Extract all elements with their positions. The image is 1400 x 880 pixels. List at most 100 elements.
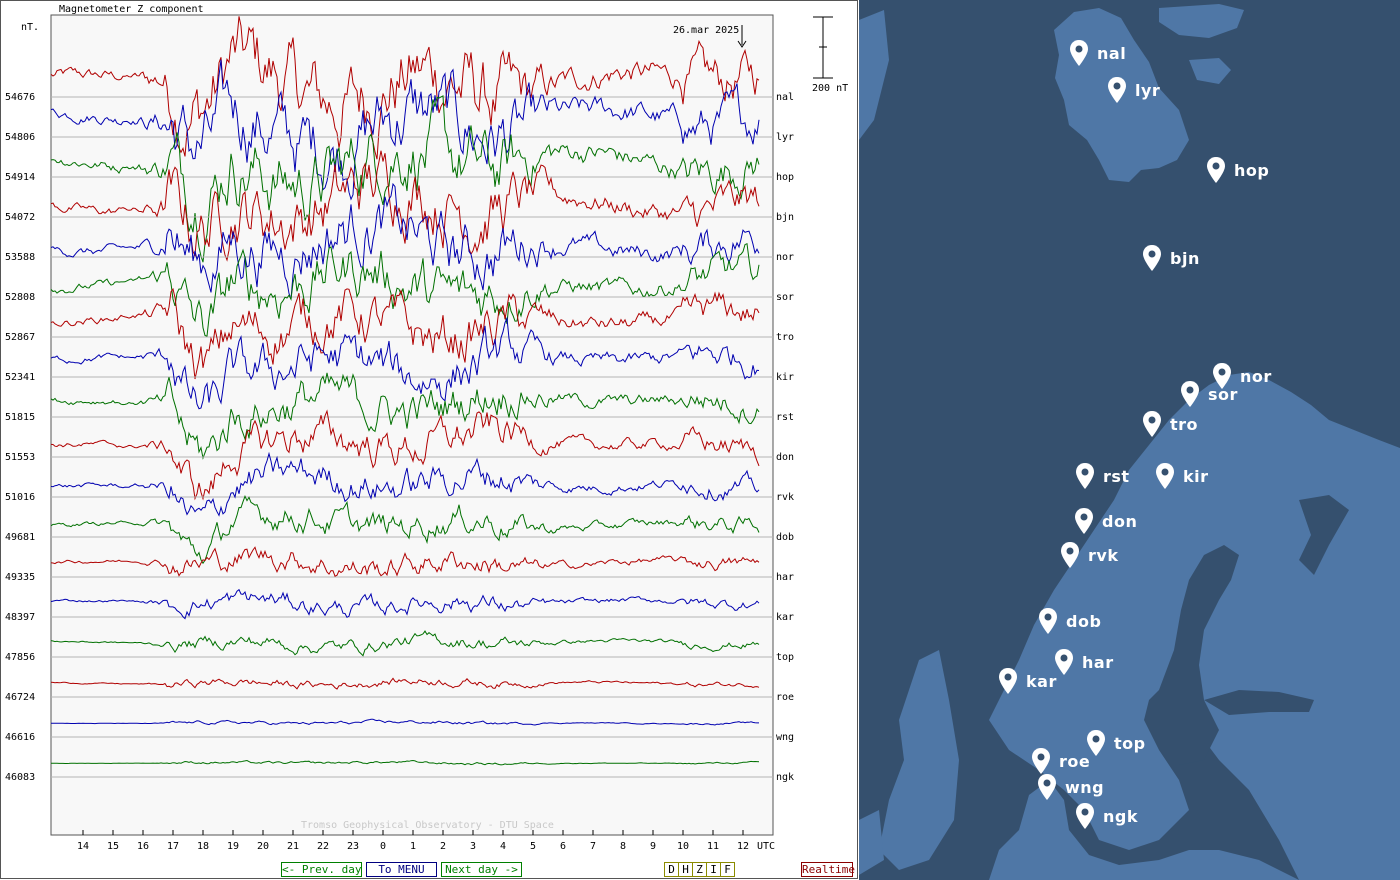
component-i-link[interactable]: I xyxy=(707,863,721,876)
station-map: nal lyr hop bjn nor sor tro rst kir don rvk dob har k… xyxy=(859,0,1400,880)
component-f-link[interactable]: F xyxy=(724,863,731,876)
x-tick-label: 2 xyxy=(440,841,446,852)
map-pin-icon xyxy=(1039,608,1057,634)
component-selector: D H Z I F xyxy=(664,862,735,877)
plot-area xyxy=(50,14,774,836)
map-pin-icon xyxy=(1156,463,1174,489)
next-day-button[interactable]: Next day -> xyxy=(441,862,522,877)
map-pin-icon xyxy=(1143,411,1161,437)
to-menu-button[interactable]: To MENU xyxy=(366,862,437,877)
map-station-wng[interactable]: wng xyxy=(1037,773,1104,801)
x-tick-label: 7 xyxy=(590,841,596,852)
x-tick-label: 20 xyxy=(257,841,269,852)
map-pin-icon xyxy=(999,668,1017,694)
baseline-value-tro: 52867 xyxy=(5,332,35,343)
x-tick-label: 10 xyxy=(677,841,689,852)
x-tick-label: 9 xyxy=(650,841,656,852)
scale-label: 200 nT xyxy=(812,83,848,94)
map-pin-icon xyxy=(1076,463,1094,489)
map-station-label: hop xyxy=(1234,161,1270,180)
station-label-rst: rst xyxy=(776,412,794,423)
baseline-value-kir: 52341 xyxy=(5,372,35,383)
map-station-tro[interactable]: tro xyxy=(1142,410,1198,438)
x-tick-label: 23 xyxy=(347,841,359,852)
map-pin-icon xyxy=(1032,748,1050,774)
baseline-value-top: 47856 xyxy=(5,652,35,663)
x-tick-label: 0 xyxy=(380,841,386,852)
station-label-nal: nal xyxy=(776,92,794,103)
baseline-value-hop: 54914 xyxy=(5,172,35,183)
trace-nal xyxy=(50,16,760,160)
map-station-rvk[interactable]: rvk xyxy=(1060,541,1118,569)
map-station-label: roe xyxy=(1059,752,1091,771)
trace-kar xyxy=(50,588,760,620)
station-label-don: don xyxy=(776,452,794,463)
station-label-kir: kir xyxy=(776,372,794,383)
trace-lyr xyxy=(50,59,760,201)
baseline-value-nal: 54676 xyxy=(5,92,35,103)
x-tick-label: 15 xyxy=(107,841,119,852)
plot-title: Magnetometer Z component xyxy=(59,4,204,15)
trace-har xyxy=(50,546,760,577)
trace-rst xyxy=(50,372,760,460)
station-label-ngk: ngk xyxy=(776,772,794,783)
map-station-roe[interactable]: roe xyxy=(1031,747,1090,775)
realtime-button[interactable]: Realtime xyxy=(801,862,855,877)
unit-label: nT. xyxy=(21,22,39,33)
x-tick-label: 22 xyxy=(317,841,329,852)
map-station-rst[interactable]: rst xyxy=(1075,462,1130,490)
map-pin-icon xyxy=(1055,649,1073,675)
station-label-har: har xyxy=(776,572,794,583)
map-station-hop[interactable]: hop xyxy=(1206,156,1269,184)
x-tick-label: 3 xyxy=(470,841,476,852)
map-station-nor[interactable]: nor xyxy=(1212,362,1272,390)
map-station-don[interactable]: don xyxy=(1074,507,1137,535)
x-tick-label: 1 xyxy=(410,841,416,852)
baseline-value-don: 51553 xyxy=(5,452,35,463)
map-station-kir[interactable]: kir xyxy=(1155,462,1209,490)
map-station-har[interactable]: har xyxy=(1054,648,1114,676)
map-station-top[interactable]: top xyxy=(1086,729,1146,757)
station-label-bjn: bjn xyxy=(776,212,794,223)
trace-hop xyxy=(50,95,760,263)
map-pin-icon xyxy=(1213,363,1231,389)
map-pin-icon xyxy=(1038,774,1056,800)
trace-dob xyxy=(50,495,760,565)
map-station-bjn[interactable]: bjn xyxy=(1142,244,1200,272)
baseline-value-ngk: 46083 xyxy=(5,772,35,783)
trace-tro xyxy=(50,287,760,380)
x-tick-label: 18 xyxy=(197,841,209,852)
trace-roe xyxy=(50,677,760,690)
baseline-value-roe: 46724 xyxy=(5,692,35,703)
map-station-dob[interactable]: dob xyxy=(1038,607,1101,635)
map-station-nal[interactable]: nal xyxy=(1069,39,1126,67)
component-d-link[interactable]: D xyxy=(665,863,679,876)
date-marker-arrow xyxy=(737,40,747,48)
magnetometer-plot-panel: Magnetometer Z component nT. 26.mar 2025 20… xyxy=(0,0,858,879)
station-label-wng: wng xyxy=(776,732,794,743)
x-tick-label: 8 xyxy=(620,841,626,852)
map-station-lyr[interactable]: lyr xyxy=(1107,76,1160,104)
station-label-dob: dob xyxy=(776,532,794,543)
component-h-link[interactable]: H xyxy=(679,863,693,876)
component-z-link[interactable]: Z xyxy=(693,863,707,876)
map-station-label: sor xyxy=(1208,385,1238,404)
map-station-ngk[interactable]: ngk xyxy=(1075,802,1138,830)
trace-bjn xyxy=(50,150,760,262)
map-station-label: har xyxy=(1082,653,1114,672)
map-station-label: kir xyxy=(1183,467,1209,486)
station-label-hop: hop xyxy=(776,172,794,183)
white-sea xyxy=(1299,495,1349,575)
map-station-label: lyr xyxy=(1135,81,1161,100)
nordaustlandet-island xyxy=(1189,58,1231,84)
scale-bar xyxy=(813,16,833,79)
baseline-value-bjn: 54072 xyxy=(5,212,35,223)
prev-day-button[interactable]: <- Prev. day xyxy=(281,862,362,877)
map-station-sor[interactable]: sor xyxy=(1180,380,1238,408)
baseline-value-wng: 46616 xyxy=(5,732,35,743)
x-tick-label: 21 xyxy=(287,841,299,852)
gulf-of-finland xyxy=(1204,690,1314,715)
map-station-kar[interactable]: kar xyxy=(998,667,1057,695)
baltic-sea xyxy=(1159,545,1239,765)
